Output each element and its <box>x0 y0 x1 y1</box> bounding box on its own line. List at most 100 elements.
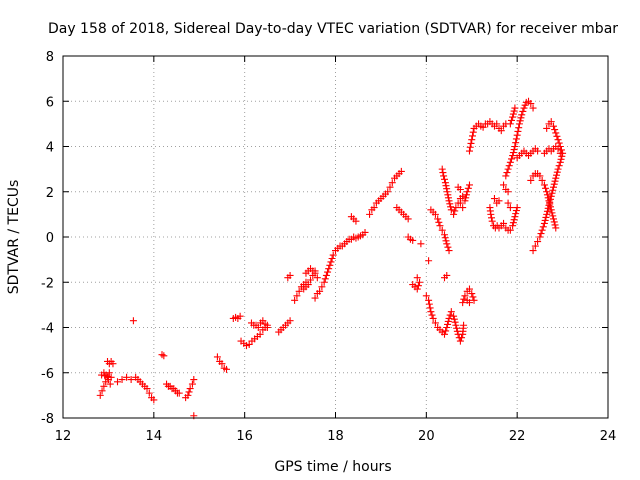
axis-ticks <box>62 55 609 419</box>
data-point <box>127 376 135 384</box>
data-point <box>444 317 452 325</box>
data-point <box>431 210 439 218</box>
data-point <box>527 100 535 108</box>
data-point <box>470 296 478 304</box>
data-point <box>443 240 451 248</box>
data-point <box>547 192 555 200</box>
data-point <box>456 337 464 345</box>
data-point <box>505 162 513 170</box>
data-point <box>256 330 264 338</box>
data-point <box>461 292 469 300</box>
data-point <box>318 283 326 291</box>
y-axis-title: SDTVAR / TECUs <box>6 180 22 295</box>
y-tick-label: 4 <box>46 141 54 156</box>
data-point <box>295 287 303 295</box>
data-point <box>510 216 518 224</box>
x-axis-title: GPS time / hours <box>274 459 391 475</box>
data-point <box>236 312 244 320</box>
data-point <box>514 127 522 135</box>
data-point <box>442 182 450 190</box>
data-point <box>96 391 104 399</box>
data-point <box>450 312 458 320</box>
data-point <box>451 318 459 326</box>
data-point <box>447 308 455 316</box>
data-point <box>459 299 467 307</box>
data-point <box>497 127 505 135</box>
data-point <box>550 218 558 226</box>
data-point <box>129 317 137 325</box>
data-point <box>558 152 566 160</box>
data-point <box>322 271 330 279</box>
data-point <box>175 389 183 397</box>
data-point <box>465 147 473 155</box>
data-point <box>543 124 551 132</box>
data-point <box>511 104 519 112</box>
data-point <box>465 285 473 293</box>
grid-lines <box>63 56 608 418</box>
data-point <box>516 117 524 125</box>
data-point <box>554 165 562 173</box>
data-point <box>551 126 559 134</box>
x-tick-label: 18 <box>327 429 344 444</box>
data-point <box>186 385 194 393</box>
data-point <box>463 296 471 304</box>
data-point <box>542 213 550 221</box>
data-point <box>417 240 425 248</box>
data-point <box>413 274 421 282</box>
data-point <box>510 107 518 115</box>
data-point <box>431 319 439 327</box>
data-point <box>447 206 455 214</box>
data-point <box>416 278 424 286</box>
data-point <box>114 378 121 386</box>
data-point <box>549 186 557 194</box>
data-points <box>96 97 567 420</box>
data-point <box>507 155 515 163</box>
data-point <box>510 146 518 154</box>
data-point <box>422 292 430 300</box>
data-point <box>446 200 454 208</box>
x-tick-label: 12 <box>55 429 72 444</box>
data-point <box>445 314 453 322</box>
data-point <box>513 204 521 212</box>
data-point <box>459 204 467 212</box>
data-point <box>468 290 476 298</box>
y-tick-labels: -8 -6 -4 -2 0 2 4 6 8 <box>41 50 54 427</box>
data-point <box>488 214 496 222</box>
x-tick-label: 16 <box>236 429 253 444</box>
data-point <box>507 116 515 124</box>
data-point <box>443 185 451 193</box>
data-point <box>503 169 511 177</box>
data-point <box>550 183 557 191</box>
data-point <box>456 185 464 193</box>
data-point <box>536 233 544 241</box>
data-point <box>328 254 336 262</box>
data-point <box>462 191 470 199</box>
data-point <box>460 295 468 303</box>
data-point <box>550 122 557 130</box>
data-point <box>413 285 421 293</box>
data-point <box>452 204 460 212</box>
data-point <box>458 334 466 342</box>
data-point <box>537 230 545 238</box>
data-point <box>506 120 514 128</box>
data-point <box>444 194 452 202</box>
data-point <box>556 149 564 157</box>
data-point <box>123 373 131 381</box>
data-point <box>213 353 221 361</box>
data-point <box>442 237 450 245</box>
data-point <box>456 199 464 207</box>
data-point <box>184 391 192 399</box>
data-point <box>511 213 519 221</box>
data-point <box>543 191 551 199</box>
data-point <box>550 180 558 188</box>
x-tick-label: 14 <box>146 429 163 444</box>
data-point <box>545 201 553 209</box>
data-point <box>370 204 378 212</box>
data-point <box>506 158 514 166</box>
data-point <box>98 387 106 395</box>
data-point <box>534 238 542 246</box>
data-point <box>118 376 126 384</box>
data-point <box>453 324 461 332</box>
data-point <box>304 281 312 289</box>
data-point <box>553 171 561 179</box>
